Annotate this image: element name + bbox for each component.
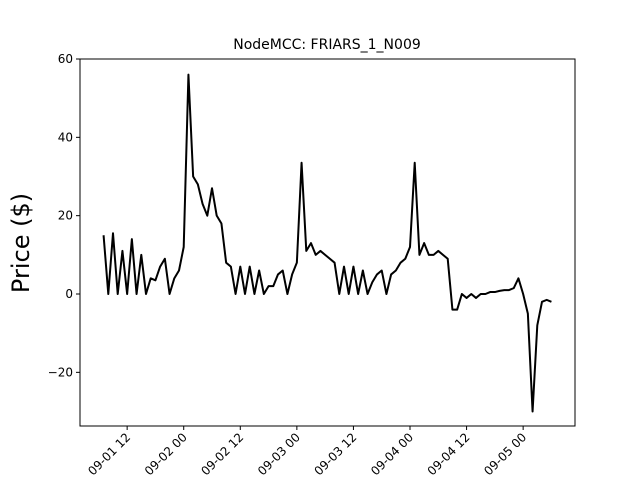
y-tick-label: 40 (58, 130, 73, 144)
x-tick-label: 09-05 00 (481, 430, 529, 478)
line-series (102, 73, 552, 413)
chart-title: NodeMCC: FRIARS_1_N009 (233, 37, 421, 53)
y-tick-label: 20 (58, 209, 73, 223)
y-axis-label: Price ($) (7, 193, 35, 293)
x-tick-label: 09-02 12 (198, 430, 246, 478)
y-tick-label: 60 (58, 52, 73, 66)
x-tick-label: 09-01 12 (85, 430, 133, 478)
x-tick-label: 09-03 12 (311, 430, 359, 478)
x-tick-label: 09-02 00 (142, 430, 190, 478)
x-tick-label: 09-04 12 (425, 430, 473, 478)
y-tick-label: 0 (65, 287, 73, 301)
x-tick-label: 09-03 00 (255, 430, 303, 478)
y-tick-label: −20 (48, 365, 73, 379)
x-tick-label: 09-04 00 (368, 430, 416, 478)
plot-frame (79, 58, 576, 427)
